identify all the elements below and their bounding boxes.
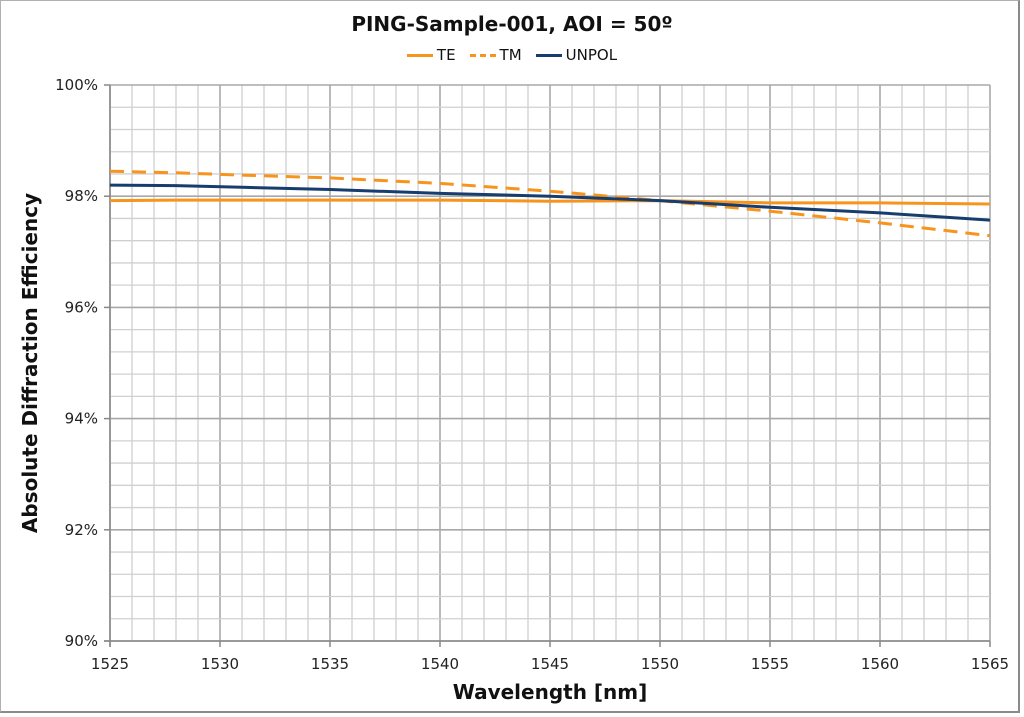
x-tick-label: 1535 bbox=[311, 655, 349, 673]
legend: TE TM UNPOL bbox=[0, 46, 1024, 64]
y-tick-label: 94% bbox=[65, 410, 98, 428]
x-tick-label: 1530 bbox=[201, 655, 239, 673]
legend-item-unpol: UNPOL bbox=[535, 46, 618, 64]
y-tick-label: 96% bbox=[65, 298, 98, 316]
data-series bbox=[109, 169, 991, 238]
y-tick-label: 92% bbox=[65, 521, 98, 539]
legend-swatch-tm bbox=[469, 53, 496, 57]
y-tick-label: 100% bbox=[55, 76, 98, 94]
legend-label-tm: TM bbox=[499, 46, 522, 64]
series-line-tm bbox=[109, 169, 991, 238]
x-tick-label: 1540 bbox=[421, 655, 459, 673]
x-tick-label: 1555 bbox=[751, 655, 789, 673]
chart-title: PING-Sample-001, AOI = 50º bbox=[351, 12, 673, 36]
series-line-te bbox=[109, 198, 991, 206]
series-line-unpol bbox=[109, 183, 991, 222]
legend-swatch-unpol bbox=[535, 53, 562, 57]
legend-item-tm: TM bbox=[469, 46, 522, 64]
x-axis-title: Wavelength [nm] bbox=[453, 680, 648, 704]
x-tick-label: 1525 bbox=[91, 655, 129, 673]
x-tick-label: 1565 bbox=[971, 655, 1009, 673]
x-tick-label: 1560 bbox=[861, 655, 899, 673]
x-tick-label: 1550 bbox=[641, 655, 679, 673]
y-axis-title: Absolute Diffraction Efficiency bbox=[18, 193, 42, 533]
legend-swatch-te bbox=[406, 53, 433, 57]
legend-label-te: TE bbox=[436, 46, 456, 64]
legend-label-unpol: UNPOL bbox=[565, 46, 618, 64]
y-tick-label: 90% bbox=[65, 632, 98, 650]
gridlines bbox=[109, 84, 991, 642]
axis-labels: 1525 1530 1535 1540 1545 1550 1555 1560 1565 90% 9… bbox=[18, 76, 1009, 704]
axes bbox=[104, 84, 991, 647]
x-tick-label: 1545 bbox=[531, 655, 569, 673]
y-tick-label: 98% bbox=[65, 187, 98, 205]
legend-item-te: TE bbox=[406, 46, 456, 64]
